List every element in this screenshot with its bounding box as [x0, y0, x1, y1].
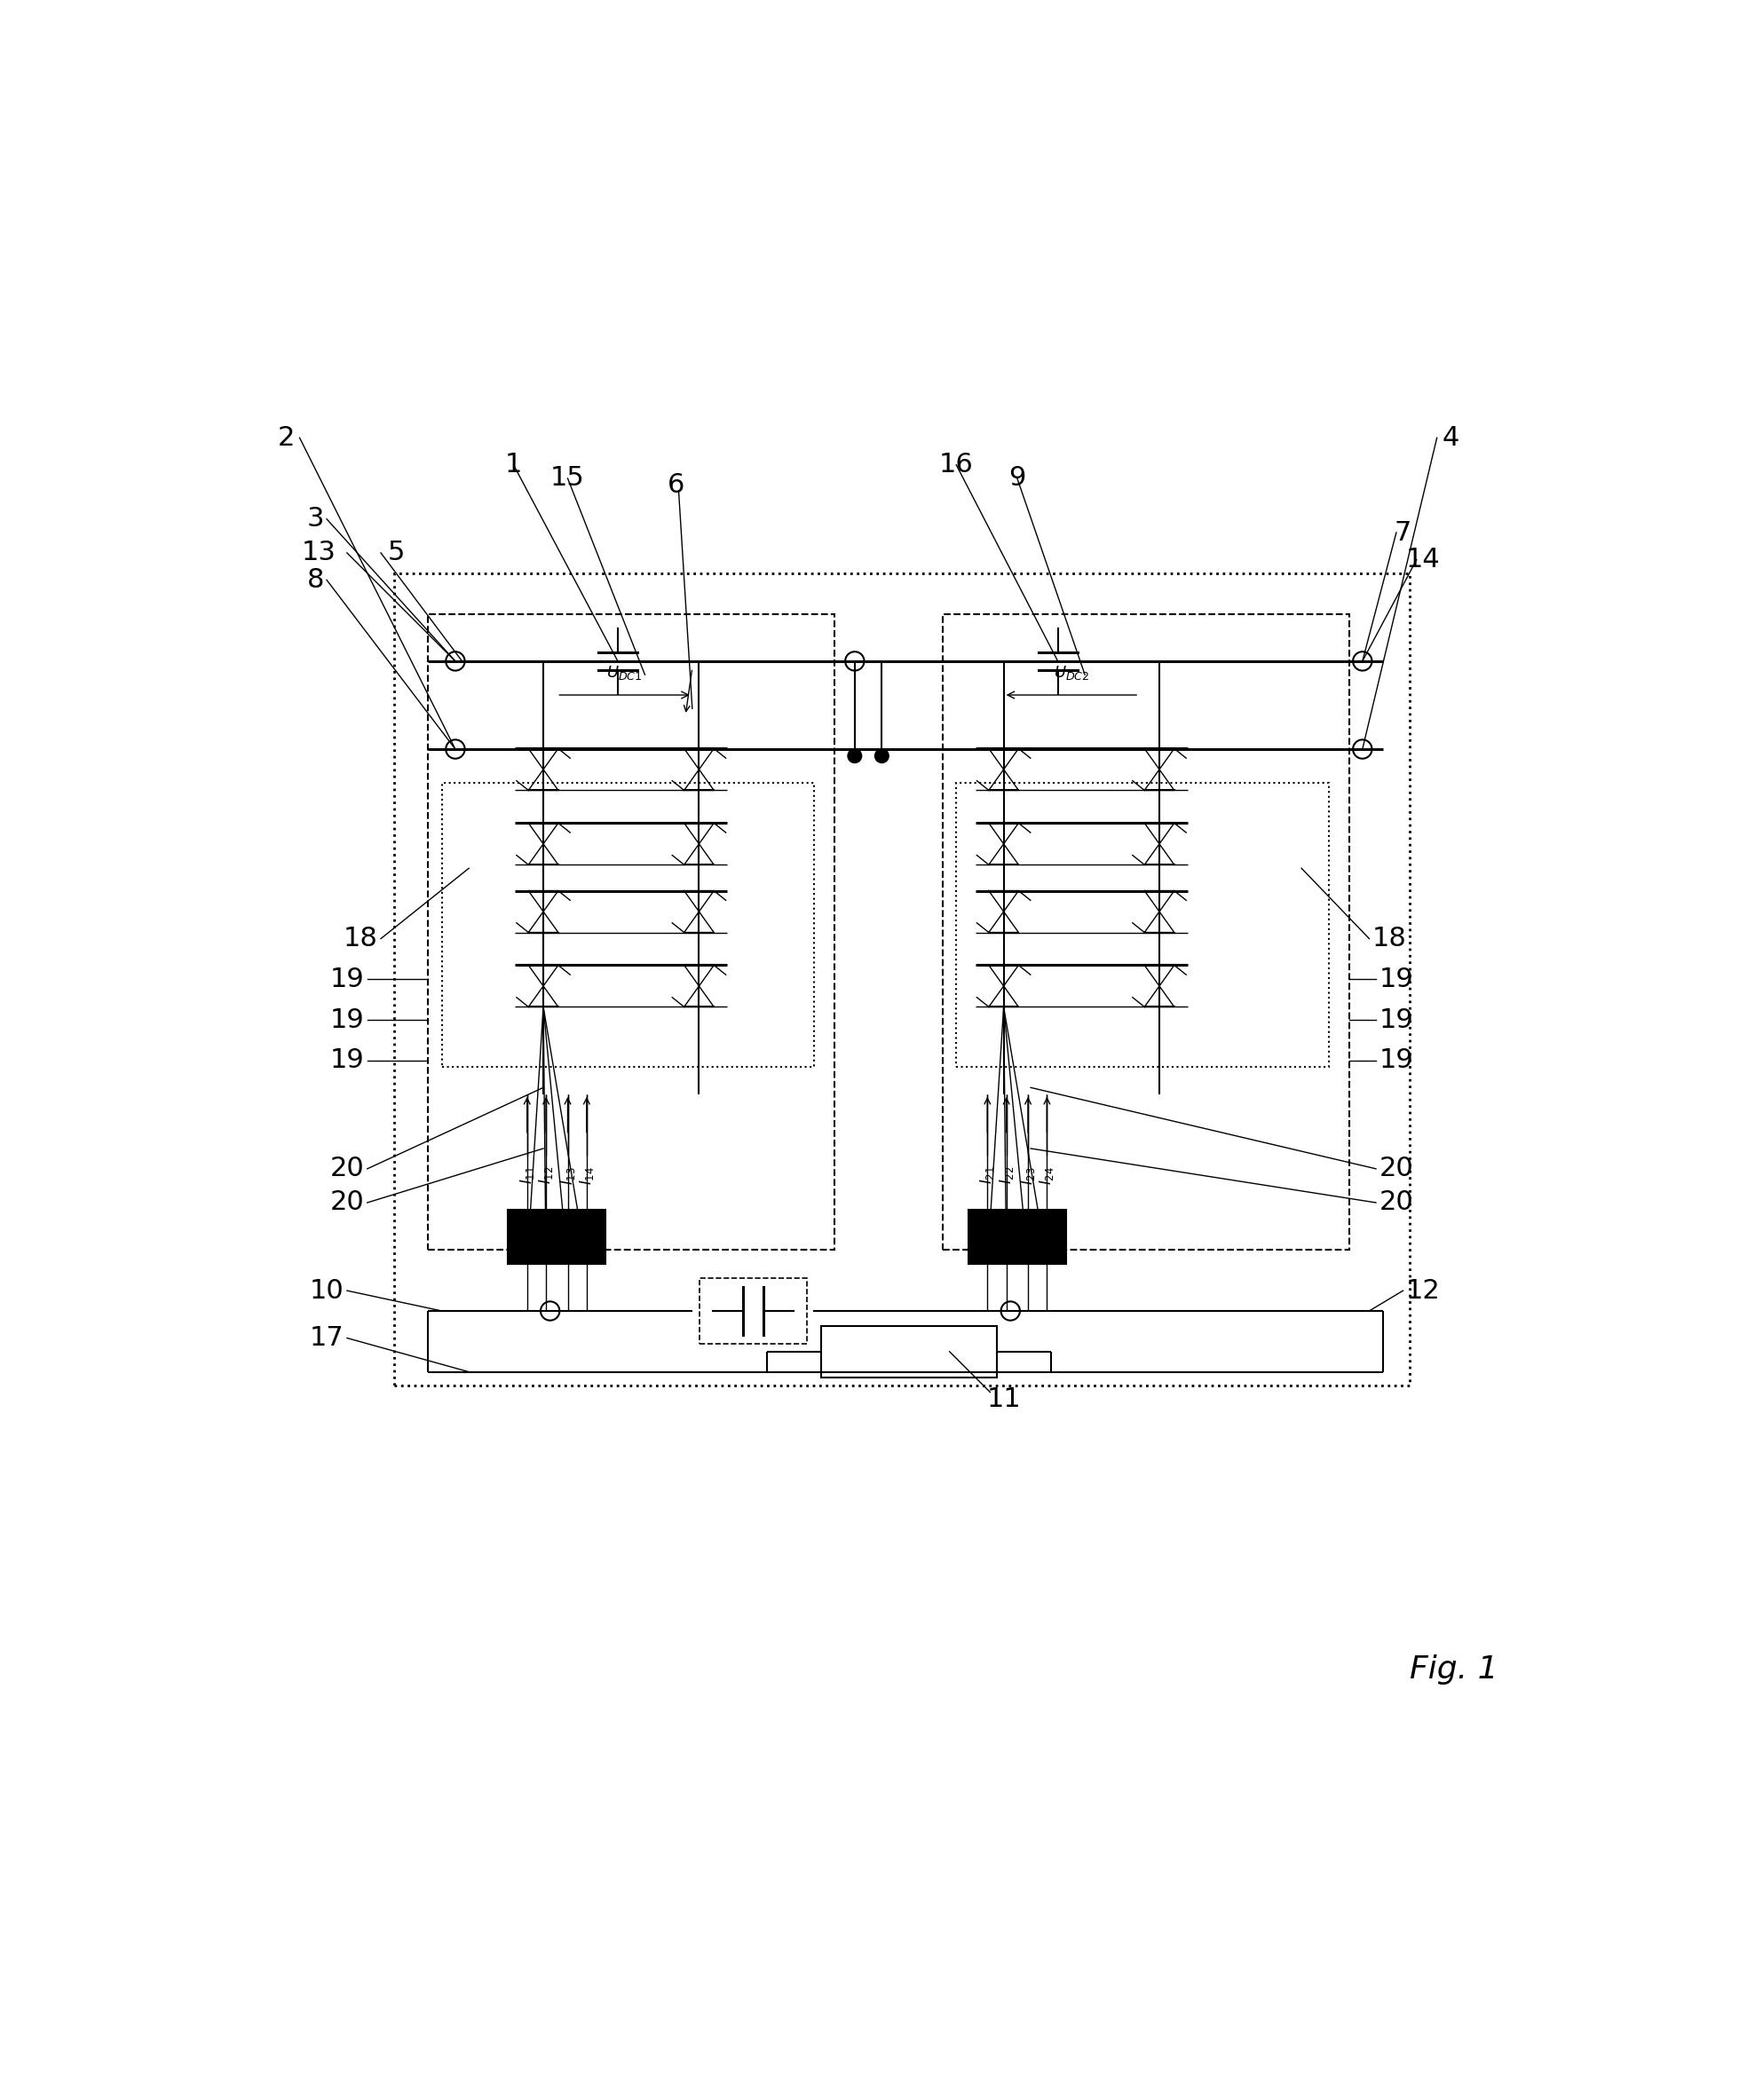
Text: $U_{DC1}$: $U_{DC1}$	[606, 664, 643, 682]
Bar	[956, 783, 1329, 1067]
Text: 4: 4	[1441, 424, 1459, 452]
Text: $I_{24}$: $I_{24}$	[1038, 1166, 1055, 1184]
Text: 13: 13	[302, 540, 335, 565]
Text: 16: 16	[940, 452, 973, 477]
Text: $I_{23}$: $I_{23}$	[1019, 1166, 1038, 1184]
Text: 3: 3	[307, 506, 325, 531]
Text: 14: 14	[1406, 546, 1441, 573]
Text: 17: 17	[309, 1325, 344, 1350]
Text: 10: 10	[309, 1277, 344, 1304]
Text: 18: 18	[1371, 926, 1406, 951]
Text: 11: 11	[987, 1386, 1020, 1411]
Bar	[395, 573, 1410, 1386]
Text: 9: 9	[1008, 466, 1025, 491]
Bar	[699, 1279, 807, 1344]
Text: 19: 19	[330, 1048, 363, 1073]
Bar	[508, 1210, 606, 1264]
Text: 15: 15	[550, 466, 585, 491]
Text: 19: 19	[1378, 1048, 1413, 1073]
Text: 20: 20	[1378, 1155, 1413, 1182]
Bar	[943, 613, 1349, 1250]
Text: 12: 12	[1406, 1277, 1441, 1304]
Text: $I_{12}$: $I_{12}$	[536, 1166, 556, 1184]
Text: 18: 18	[342, 926, 377, 951]
Text: 19: 19	[330, 1008, 363, 1033]
Text: 20: 20	[330, 1191, 363, 1216]
Bar	[428, 613, 835, 1250]
Text: $I_{11}$: $I_{11}$	[519, 1166, 536, 1184]
Text: 7: 7	[1394, 519, 1412, 546]
Text: 2: 2	[278, 424, 295, 452]
Bar	[968, 1210, 1066, 1264]
Text: 6: 6	[667, 472, 685, 498]
Text: $I_{21}$: $I_{21}$	[978, 1166, 996, 1184]
Text: 19: 19	[1378, 966, 1413, 991]
Text: 19: 19	[330, 966, 363, 991]
Text: 20: 20	[330, 1155, 363, 1182]
Text: 20: 20	[1378, 1191, 1413, 1216]
Bar	[442, 783, 814, 1067]
Text: 8: 8	[307, 567, 325, 592]
Text: $I_{13}$: $I_{13}$	[559, 1166, 577, 1184]
Text: 19: 19	[1378, 1008, 1413, 1033]
Text: 1: 1	[505, 452, 522, 477]
Text: 5: 5	[388, 540, 405, 565]
Circle shape	[847, 750, 861, 762]
Circle shape	[875, 750, 889, 762]
Text: Fig. 1: Fig. 1	[1410, 1655, 1499, 1684]
Bar	[821, 1325, 998, 1378]
Text: $I_{14}$: $I_{14}$	[578, 1166, 596, 1184]
Text: $U_{DC2}$: $U_{DC2}$	[1053, 664, 1090, 682]
Text: $I_{22}$: $I_{22}$	[998, 1166, 1015, 1184]
